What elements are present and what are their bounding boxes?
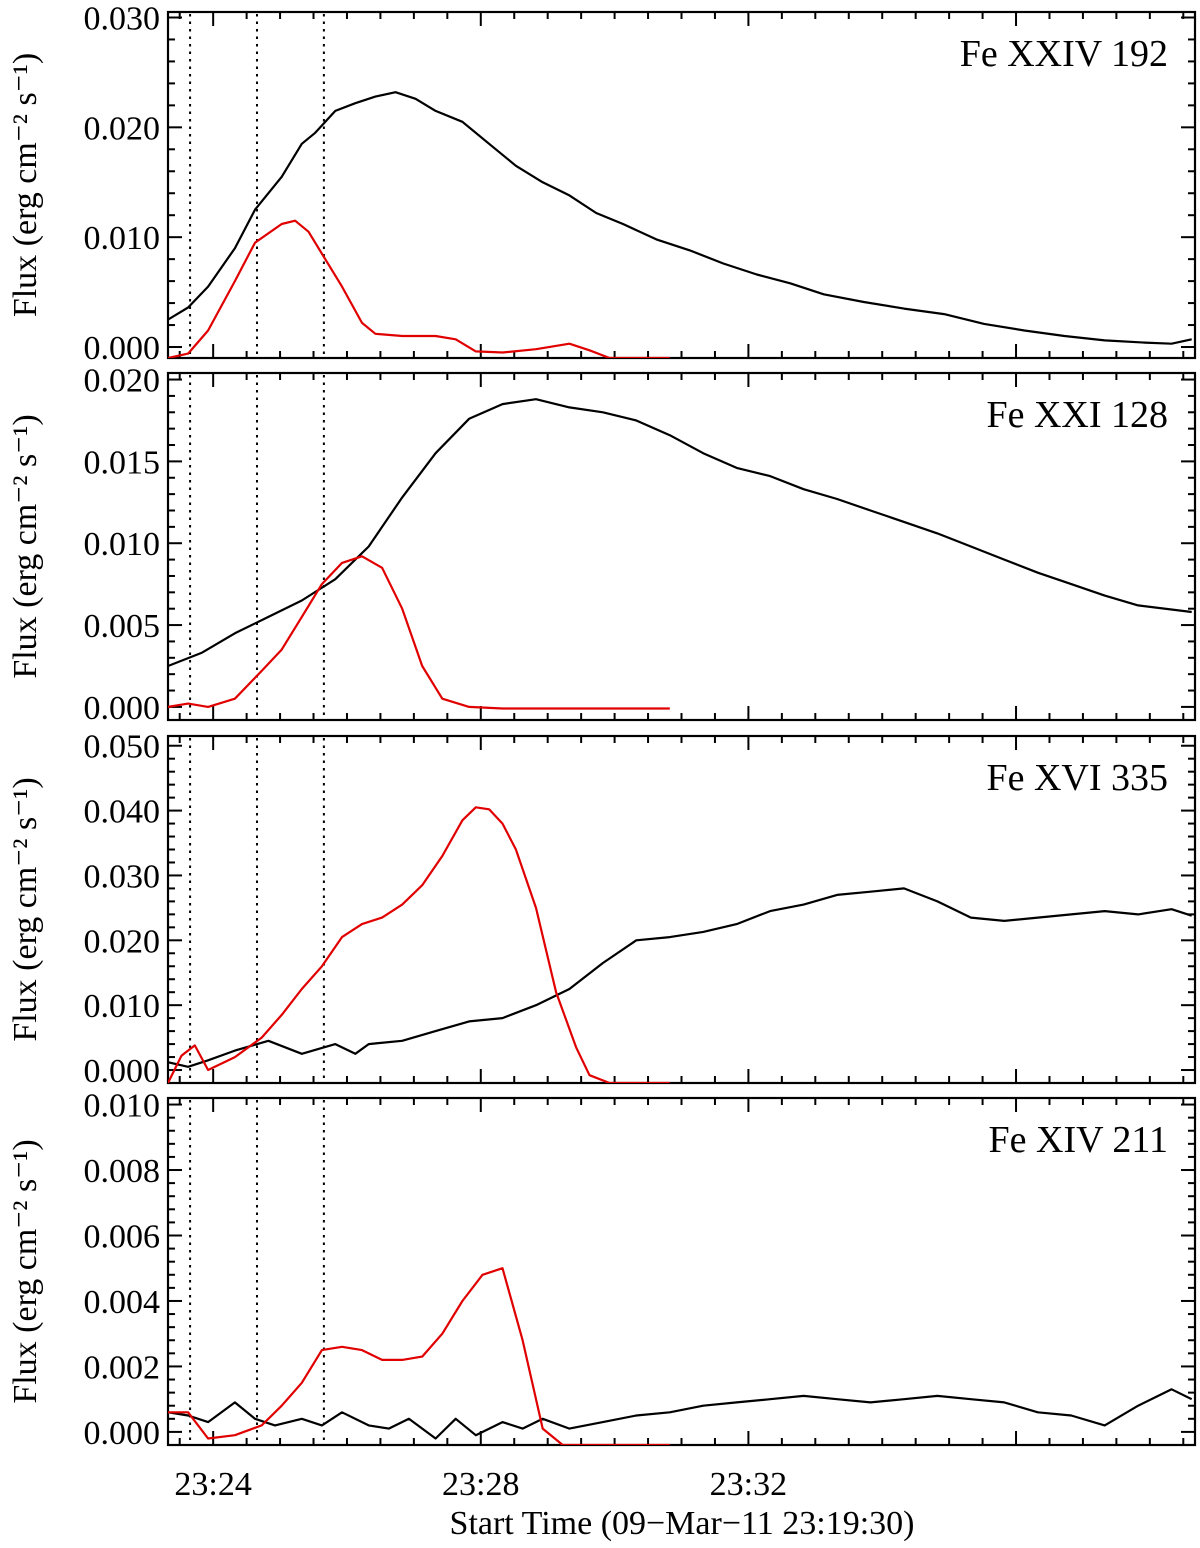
y-tick-label: 0.020 bbox=[84, 110, 161, 147]
x-axis: Start Time (09−Mar−11 23:19:30) 23:2023:… bbox=[174, 1466, 915, 1542]
x-tick-label: 23:24 bbox=[174, 1466, 251, 1503]
y-tick-label: 0.020 bbox=[84, 923, 161, 960]
panel-line-label: Fe XIV 211 bbox=[989, 1119, 1168, 1161]
panel-line-label: Fe XXIV 192 bbox=[960, 33, 1168, 75]
panel-3: 0.000 0.010 0.020 0.030 0.040 0.050 Fe XVI 335… bbox=[7, 729, 1197, 1090]
panel-line-label: Fe XXI 128 bbox=[986, 394, 1168, 436]
panel-2: 0.000 0.005 0.010 0.015 0.020 Fe XXI 128 Flux … bbox=[7, 363, 1197, 727]
observed-flux-line bbox=[168, 398, 1192, 668]
y-tick-label: 0.000 bbox=[84, 330, 161, 367]
panel-series bbox=[168, 1267, 1193, 1445]
y-tick-label: 0.002 bbox=[84, 1349, 161, 1386]
observed-flux-line bbox=[168, 1388, 1193, 1440]
model-flux-line bbox=[168, 1267, 670, 1445]
y-tick-label: 0.030 bbox=[84, 0, 161, 37]
y-tick-label: 0.010 bbox=[84, 526, 161, 563]
y-axis-title: Flux (erg cm⁻² s⁻¹) bbox=[7, 777, 44, 1041]
model-flux-line bbox=[168, 555, 670, 710]
x-axis-title: Start Time (09−Mar−11 23:19:30) bbox=[450, 1505, 915, 1542]
y-tick-label: 0.000 bbox=[84, 1415, 161, 1452]
observed-flux-line bbox=[168, 887, 1193, 1068]
y-tick-label: 0.004 bbox=[84, 1284, 161, 1321]
panel-1: 0.000 0.010 0.020 0.030 Fe XXIV 192 Flux (erg… bbox=[7, 0, 1197, 367]
y-tick-label: 0.010 bbox=[84, 988, 161, 1025]
model-flux-line bbox=[168, 806, 670, 1083]
y-tick-label: 0.008 bbox=[84, 1153, 161, 1190]
panel-series bbox=[168, 806, 1193, 1083]
x-tick-label: 23:28 bbox=[442, 1466, 519, 1503]
y-tick-label: 0.030 bbox=[84, 858, 161, 895]
x-tick-label: 23:32 bbox=[710, 1466, 787, 1503]
panel-line-label: Fe XVI 335 bbox=[986, 757, 1168, 799]
y-axis-title: Flux (erg cm⁻² s⁻¹) bbox=[7, 414, 44, 678]
y-tick-label: 0.000 bbox=[84, 690, 161, 727]
observed-flux-line bbox=[168, 91, 1192, 345]
y-tick-label: 0.020 bbox=[84, 363, 161, 400]
y-tick-label: 0.010 bbox=[84, 1088, 161, 1125]
y-tick-label: 0.040 bbox=[84, 794, 161, 831]
panel-4: 0.000 0.002 0.004 0.006 0.008 0.010 Fe XIV 211… bbox=[7, 1088, 1197, 1452]
y-axis-title: Flux (erg cm⁻² s⁻¹) bbox=[7, 1139, 44, 1403]
y-tick-label: 0.015 bbox=[84, 444, 161, 481]
y-tick-label: 0.005 bbox=[84, 608, 161, 645]
y-axis-title: Flux (erg cm⁻² s⁻¹) bbox=[7, 53, 44, 317]
panel-series bbox=[168, 91, 1192, 358]
y-tick-label: 0.050 bbox=[84, 729, 161, 766]
panel-series bbox=[168, 398, 1192, 710]
y-tick-label: 0.010 bbox=[84, 220, 161, 257]
y-tick-label: 0.006 bbox=[84, 1218, 161, 1255]
model-flux-line bbox=[168, 219, 670, 358]
y-tick-label: 0.000 bbox=[84, 1053, 161, 1090]
